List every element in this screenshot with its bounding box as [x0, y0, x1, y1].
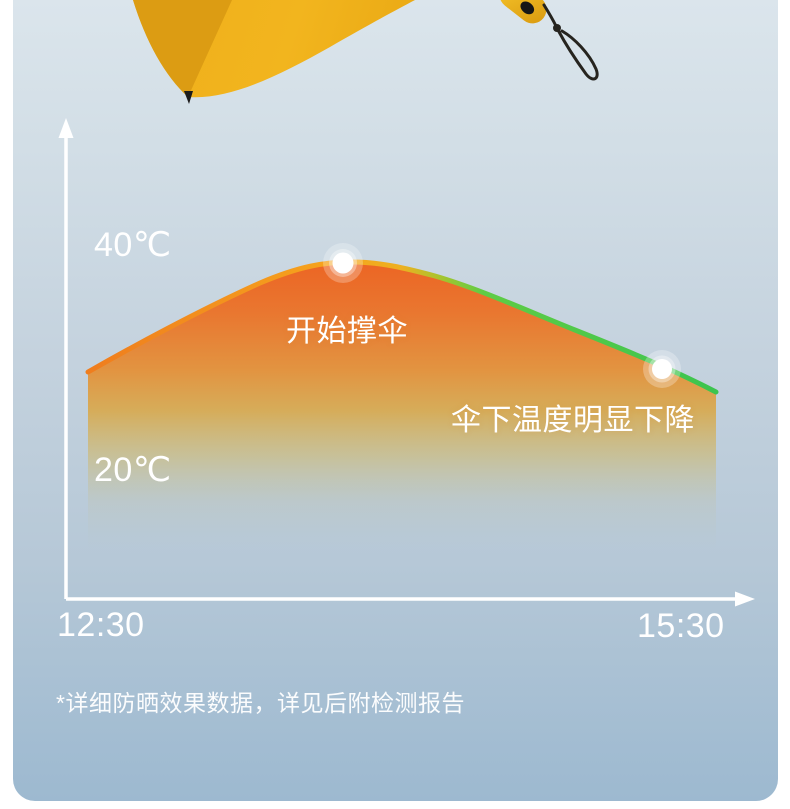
- hero-and-chart-graphic: [58, 0, 755, 607]
- product-image-panel: 40℃ 20℃ 12:30 15:30 开始撑伞 伞下温度明显下降 *详细防晒效…: [13, 0, 778, 801]
- annotation-start-umbrella: 开始撑伞: [286, 315, 408, 348]
- umbrella-canopy-shade-facet: [133, 0, 232, 97]
- temperature-chart: [58, 118, 755, 607]
- y-axis-label-20c: 20℃: [94, 451, 172, 489]
- x-axis-arrow-icon: [735, 591, 755, 607]
- y-axis-label-40c: 40℃: [94, 226, 172, 264]
- umbrella-tip: [184, 91, 193, 104]
- y-axis-arrow-icon: [58, 118, 74, 138]
- x-axis-label-end-time: 15:30: [637, 607, 725, 645]
- annotation-temperature-drop: 伞下温度明显下降: [451, 404, 695, 437]
- marker-peak-dot: [323, 243, 363, 283]
- wrist-strap-icon: [542, 3, 599, 81]
- umbrella-handle: [499, 0, 547, 24]
- chart-curve-line: [85, 259, 719, 395]
- x-axis-label-start-time: 12:30: [57, 606, 145, 644]
- umbrella-hero: [133, 0, 599, 104]
- footnote-disclaimer: *详细防晒效果数据，详见后附检测报告: [56, 690, 465, 716]
- chart-area-fill: [88, 262, 716, 548]
- marker-drop-dot: [643, 350, 681, 388]
